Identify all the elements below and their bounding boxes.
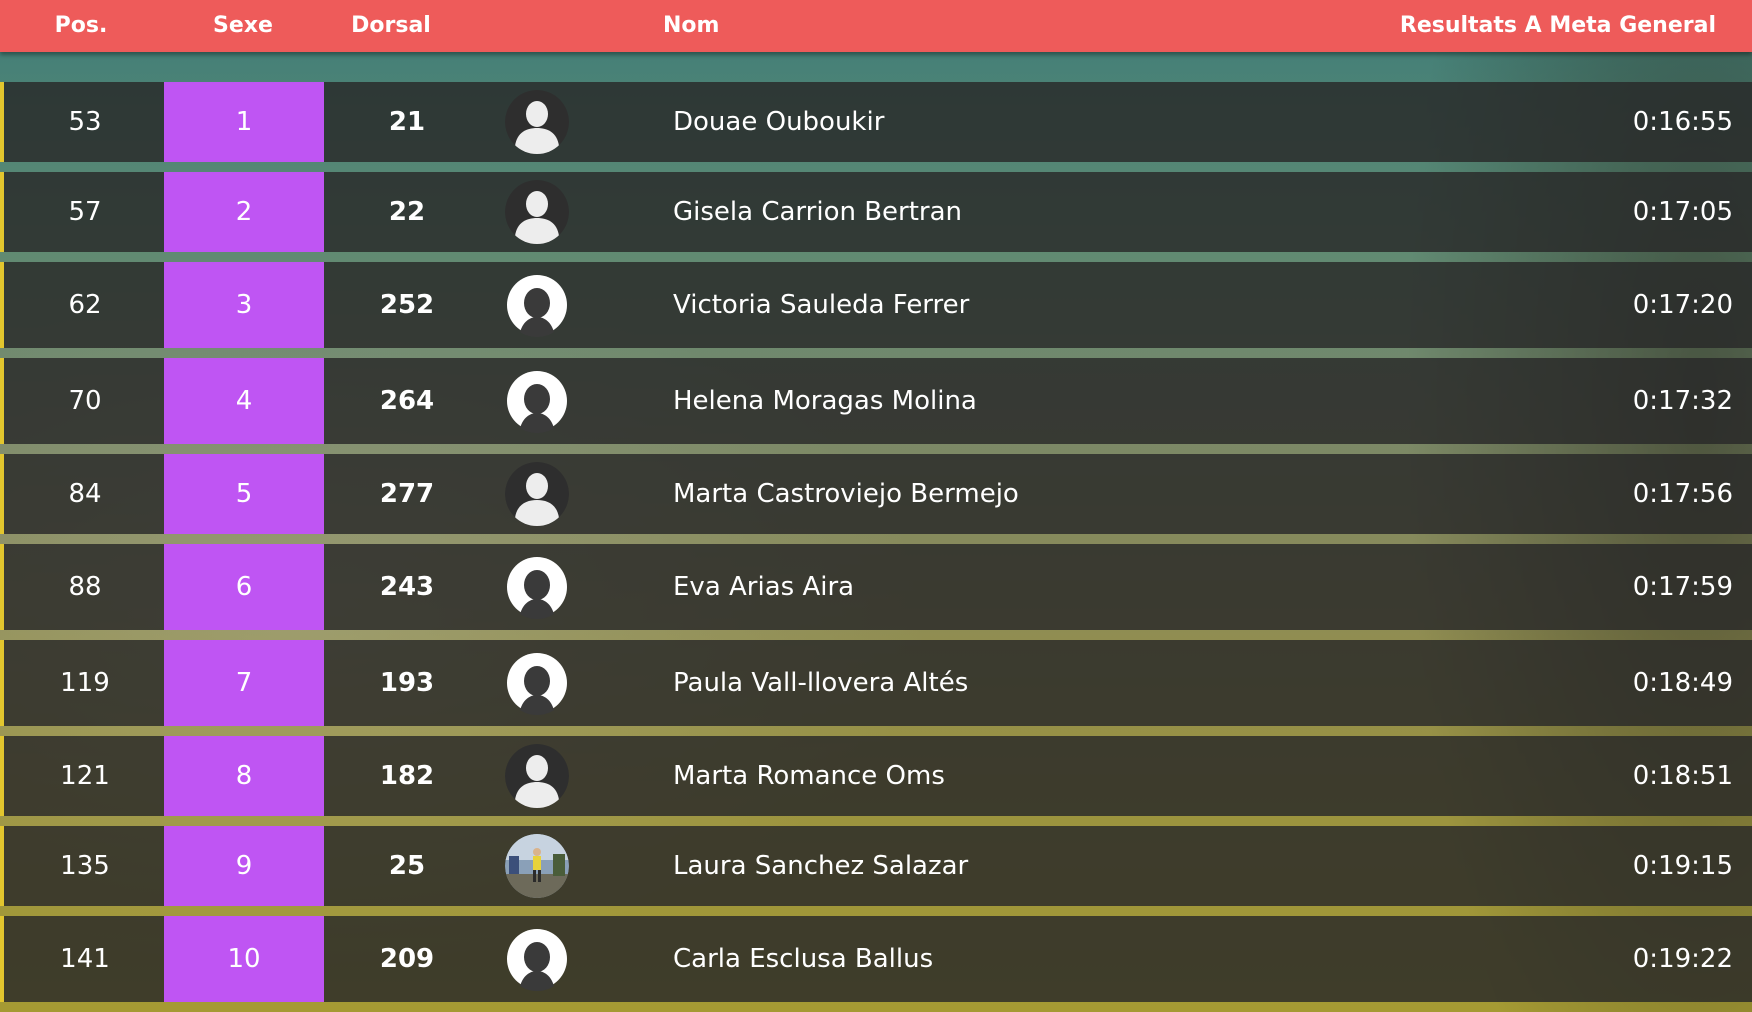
dorsal-cell: 21 xyxy=(388,107,426,137)
sexe-cell: 5 xyxy=(164,454,324,534)
silhouette-white-icon xyxy=(507,275,567,337)
dorsal-cell: 182 xyxy=(379,761,435,791)
pos-cell: 53 xyxy=(68,107,102,137)
name-cell[interactable]: Paula Vall-llovera Altés xyxy=(673,668,969,698)
table-row[interactable]: 70 4 264 Helena Moragas Molina 0:17:32 xyxy=(0,358,1752,444)
name-cell[interactable]: Carla Esclusa Ballus xyxy=(673,944,934,974)
header-nom[interactable]: Nom xyxy=(663,13,720,38)
table-row[interactable]: 135 9 25 Laura Sanchez Salazar 0:19:15 xyxy=(0,826,1752,906)
time-cell: 0:17:05 xyxy=(1632,197,1733,227)
header-pos[interactable]: Pos. xyxy=(54,13,108,38)
avatar[interactable] xyxy=(504,262,570,348)
time-cell: 0:19:22 xyxy=(1632,944,1733,974)
pos-cell: 84 xyxy=(68,479,102,509)
silhouette-dark-icon xyxy=(505,90,569,154)
avatar[interactable] xyxy=(504,172,570,252)
name-cell[interactable]: Marta Romance Oms xyxy=(673,761,945,791)
dorsal-cell: 209 xyxy=(379,944,435,974)
dorsal-cell: 193 xyxy=(379,668,435,698)
avatar[interactable] xyxy=(504,82,570,162)
header-sexe[interactable]: Sexe xyxy=(213,13,273,38)
name-cell[interactable]: Marta Castroviejo Bermejo xyxy=(673,479,1019,509)
pos-cell: 62 xyxy=(68,290,102,320)
sexe-cell: 8 xyxy=(164,736,324,816)
table-row[interactable]: 119 7 193 Paula Vall-llovera Altés 0:18:49 xyxy=(0,640,1752,726)
dorsal-cell: 243 xyxy=(379,572,435,602)
table-row[interactable]: 121 8 182 Marta Romance Oms 0:18:51 xyxy=(0,736,1752,816)
pos-cell: 70 xyxy=(68,386,102,416)
time-cell: 0:17:56 xyxy=(1632,479,1733,509)
results-table-header: Pos. Sexe Dorsal Nom Resultats A Meta Ge… xyxy=(0,0,1752,52)
dorsal-cell: 277 xyxy=(379,479,435,509)
silhouette-dark-icon xyxy=(505,180,569,244)
name-cell[interactable]: Eva Arias Aira xyxy=(673,572,855,602)
table-row[interactable]: 88 6 243 Eva Arias Aira 0:17:59 xyxy=(0,544,1752,630)
pos-cell: 57 xyxy=(68,197,102,227)
sexe-cell: 6 xyxy=(164,544,324,630)
pos-cell: 141 xyxy=(60,944,110,974)
silhouette-white-icon xyxy=(507,557,567,619)
dorsal-cell: 264 xyxy=(379,386,435,416)
sexe-cell: 7 xyxy=(164,640,324,726)
pos-cell: 119 xyxy=(60,668,110,698)
dorsal-cell: 25 xyxy=(388,851,426,881)
table-row[interactable]: 53 1 21 Douae Ouboukir 0:16:55 xyxy=(0,82,1752,162)
pos-cell: 121 xyxy=(60,761,110,791)
avatar[interactable] xyxy=(504,916,570,1002)
name-cell[interactable]: Victoria Sauleda Ferrer xyxy=(673,290,970,320)
pos-cell: 88 xyxy=(68,572,102,602)
avatar[interactable] xyxy=(504,358,570,444)
name-cell[interactable]: Helena Moragas Molina xyxy=(673,386,977,416)
time-cell: 0:19:15 xyxy=(1632,851,1733,881)
sexe-cell: 10 xyxy=(164,916,324,1002)
pos-cell: 135 xyxy=(60,851,110,881)
time-cell: 0:18:51 xyxy=(1632,761,1733,791)
time-cell: 0:18:49 xyxy=(1632,668,1733,698)
avatar[interactable] xyxy=(504,640,570,726)
silhouette-dark-icon xyxy=(505,462,569,526)
avatar[interactable] xyxy=(504,826,570,906)
silhouette-white-icon xyxy=(507,653,567,715)
dorsal-cell: 22 xyxy=(388,197,426,227)
time-cell: 0:17:20 xyxy=(1632,290,1733,320)
sexe-cell: 1 xyxy=(164,82,324,162)
time-cell: 0:16:55 xyxy=(1632,107,1733,137)
name-cell[interactable]: Gisela Carrion Bertran xyxy=(673,197,963,227)
name-cell[interactable]: Laura Sanchez Salazar xyxy=(673,851,969,881)
time-cell: 0:17:32 xyxy=(1632,386,1733,416)
time-cell: 0:17:59 xyxy=(1632,572,1733,602)
silhouette-dark-icon xyxy=(505,744,569,808)
table-row[interactable]: 62 3 252 Victoria Sauleda Ferrer 0:17:20 xyxy=(0,262,1752,348)
runner-photo-icon xyxy=(505,834,569,898)
sexe-cell: 3 xyxy=(164,262,324,348)
sexe-cell: 9 xyxy=(164,826,324,906)
table-row[interactable]: 57 2 22 Gisela Carrion Bertran 0:17:05 xyxy=(0,172,1752,252)
silhouette-white-icon xyxy=(507,371,567,433)
name-cell[interactable]: Douae Ouboukir xyxy=(673,107,885,137)
avatar[interactable] xyxy=(504,454,570,534)
silhouette-white-icon xyxy=(507,929,567,991)
sexe-cell: 2 xyxy=(164,172,324,252)
dorsal-cell: 252 xyxy=(379,290,435,320)
avatar[interactable] xyxy=(504,544,570,630)
avatar[interactable] xyxy=(504,736,570,816)
table-row[interactable]: 84 5 277 Marta Castroviejo Bermejo 0:17:56 xyxy=(0,454,1752,534)
table-row[interactable]: 141 10 209 Carla Esclusa Ballus 0:19:22 xyxy=(0,916,1752,1002)
header-resultats[interactable]: Resultats A Meta General xyxy=(1399,13,1716,38)
sexe-cell: 4 xyxy=(164,358,324,444)
header-dorsal[interactable]: Dorsal xyxy=(351,13,431,38)
